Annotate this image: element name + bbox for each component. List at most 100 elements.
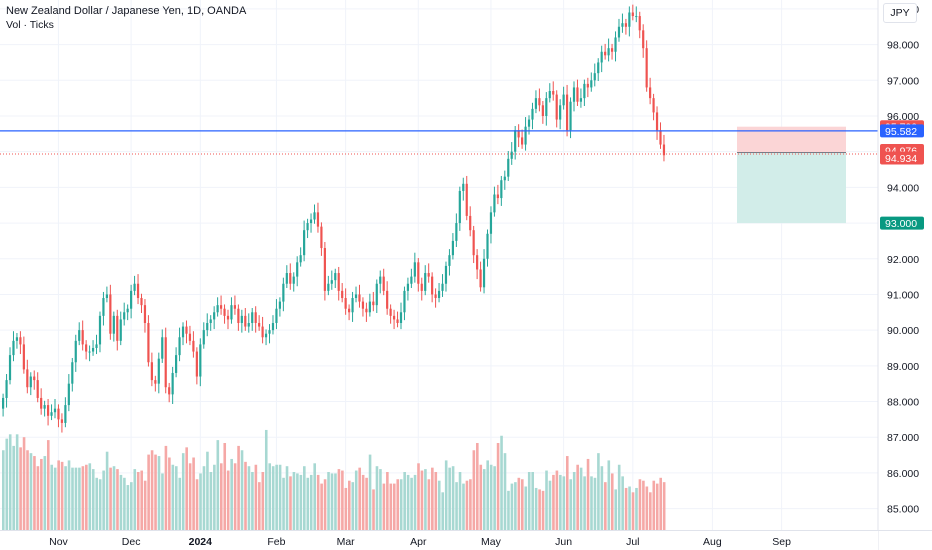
volume-bar	[271, 466, 275, 530]
volume-indicator-label[interactable]: Vol · Ticks	[6, 19, 54, 31]
volume-bar	[323, 479, 327, 530]
candle-body	[521, 137, 524, 145]
price-axis[interactable]	[878, 0, 932, 530]
candle-body	[458, 190, 461, 224]
volume-bar	[399, 479, 403, 530]
candle-body	[341, 290, 344, 299]
candle-body	[517, 130, 520, 138]
candle-body	[354, 294, 358, 299]
candle-body	[299, 255, 302, 263]
candle-body	[538, 98, 541, 106]
volume-bar	[354, 470, 358, 530]
volume-bar	[320, 483, 323, 530]
candle-body	[662, 144, 666, 156]
currency-button[interactable]: JPY	[883, 3, 917, 23]
volume-bar	[552, 474, 555, 530]
volume-bar	[185, 447, 188, 530]
volume-bar	[659, 477, 662, 530]
candle-body	[462, 183, 465, 191]
candle-body	[303, 230, 306, 256]
volume-bar	[538, 489, 541, 530]
volume-bar	[451, 466, 455, 530]
candle-body	[579, 98, 583, 102]
candle-body	[614, 37, 617, 52]
position-zones[interactable]	[737, 126, 846, 224]
candle-body	[199, 344, 202, 377]
volume-bar	[71, 467, 74, 530]
candle-body	[316, 212, 320, 227]
candle-body	[251, 312, 254, 323]
volume-bar	[53, 467, 57, 530]
symbol-title[interactable]: New Zealand Dollar / Japanese Yen, 1D, O…	[6, 5, 247, 17]
volume-bar	[565, 456, 569, 530]
candle-body	[559, 105, 562, 120]
grid-lines	[0, 0, 878, 530]
volume-bar	[427, 479, 431, 530]
volume-bar	[233, 463, 237, 530]
volume-bar	[258, 482, 261, 530]
candle-body	[344, 298, 347, 309]
volume-bar	[521, 479, 524, 530]
volume-bar	[67, 460, 71, 530]
candle-body	[334, 273, 337, 281]
candle-body	[278, 301, 281, 309]
price-tick-label: 85.000	[887, 504, 919, 516]
volume-bar	[437, 480, 441, 530]
candle-body	[527, 119, 531, 127]
target-price-label	[880, 216, 924, 230]
candle-body	[116, 315, 119, 341]
volume-bar	[147, 454, 150, 530]
volume-bar	[572, 472, 576, 530]
price-lines[interactable]	[0, 130, 878, 155]
candle-body	[233, 305, 237, 309]
candle-body	[154, 380, 157, 384]
candle-body	[313, 212, 316, 220]
candle-body	[323, 248, 326, 291]
candle-body	[268, 330, 271, 334]
volume-bar	[662, 482, 666, 530]
volume-bar	[604, 482, 607, 530]
volume-bar	[649, 492, 652, 530]
time-axis[interactable]	[0, 531, 878, 550]
volume-bar	[130, 482, 133, 530]
volume-bar	[431, 467, 434, 530]
volume-bar	[140, 470, 143, 530]
volume-bar	[98, 479, 102, 530]
volume-bar	[22, 437, 26, 530]
time-tick-label: Jun	[555, 536, 572, 548]
candle-body	[105, 294, 108, 299]
volume-bar	[555, 470, 559, 530]
candle-body	[617, 26, 621, 38]
price-tick-label: 90.000	[887, 325, 919, 337]
candle-body	[53, 408, 57, 413]
candle-body	[514, 130, 517, 152]
volume-bar	[434, 472, 438, 530]
volume-bar	[19, 447, 22, 530]
candle-body	[282, 283, 285, 302]
volume-bar	[95, 477, 99, 530]
volume-bar	[268, 463, 272, 530]
volume-bar	[590, 476, 593, 530]
candle-body	[188, 333, 192, 341]
time-tick-label: Apr	[410, 536, 427, 548]
candle-body	[469, 215, 472, 231]
candle-body	[164, 337, 167, 388]
candle-body	[472, 230, 475, 256]
candle-body	[496, 194, 499, 199]
candle-body	[604, 51, 607, 56]
volume-bar	[441, 492, 445, 530]
volume-bar	[420, 470, 424, 530]
candle-body	[652, 98, 655, 113]
volume-bar	[192, 457, 195, 530]
candle-body	[489, 212, 493, 234]
candle-body	[327, 283, 330, 291]
volume-bar	[396, 479, 400, 530]
candle-body	[510, 151, 513, 159]
volume-bar	[410, 477, 413, 530]
candle-body	[583, 83, 586, 99]
candle-body	[40, 397, 43, 409]
volume-bar	[617, 464, 621, 530]
candle-body	[195, 351, 198, 377]
